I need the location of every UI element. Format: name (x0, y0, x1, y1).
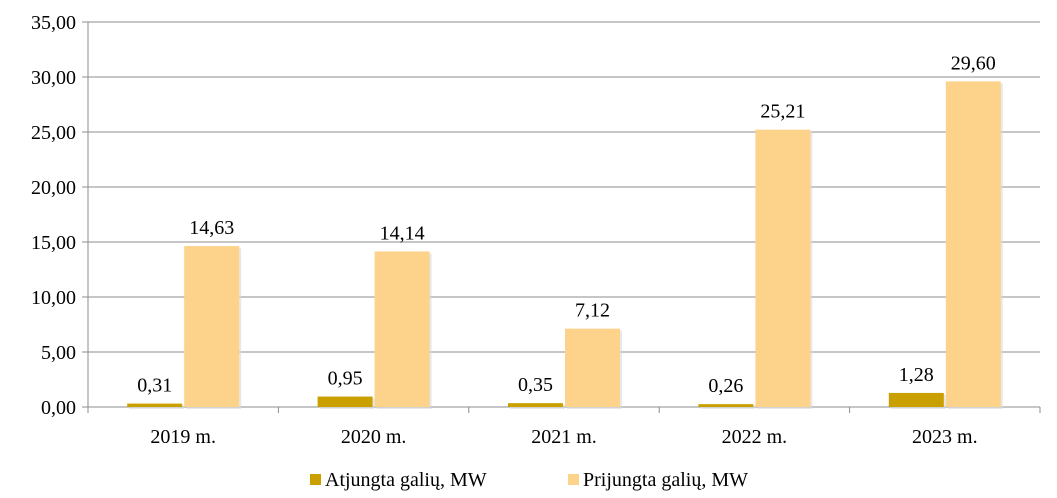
bar-shadow (700, 406, 756, 409)
bar-prijungta (184, 246, 240, 407)
x-tick-label: 2023 m. (912, 426, 978, 448)
bar-shadow (510, 405, 565, 409)
bar-atjungta (698, 404, 754, 407)
legend: Atjungta galių, MW Prijungta galių, MW (310, 469, 748, 491)
bar-atjungta (508, 403, 563, 407)
x-tick-label: 2021 m. (531, 426, 597, 448)
data-label: 0,31 (137, 375, 172, 397)
axes: 0,00 5,00 10,00 15,00 20,00 25,00 30,00 35,00 20… (31, 12, 1041, 448)
legend-label-atjungta: Atjungta galių, MW (325, 469, 487, 491)
legend-swatch-prijungta (568, 474, 579, 485)
data-label: 0,95 (328, 368, 363, 390)
y-tick-label: 20,00 (31, 177, 76, 199)
bar-prijungta (565, 328, 620, 407)
bar-prijungta (755, 129, 811, 407)
bar-atjungta (127, 403, 183, 407)
data-label: 0,26 (708, 375, 743, 397)
y-tick-label: 0,00 (41, 397, 76, 419)
y-tick-label: 10,00 (31, 287, 76, 309)
data-label: 14,14 (380, 222, 425, 244)
bar-prijungta (374, 251, 430, 407)
data-label: 1,28 (899, 364, 934, 386)
legend-label-prijungta: Prijungta galių, MW (583, 469, 748, 491)
data-label: 0,35 (518, 374, 553, 396)
bar-prijungta (945, 81, 1001, 408)
x-tick-label: 2022 m. (722, 426, 788, 448)
bar-shadow (129, 405, 185, 409)
y-tick-label: 15,00 (31, 232, 76, 254)
data-labels: 0,31 14,63 0,95 14,14 0,35 7,12 0,26 25,21 1,28 2… (137, 52, 996, 397)
y-tick-label: 25,00 (31, 122, 76, 144)
x-tick-label: 2020 m. (341, 426, 407, 448)
bars (127, 81, 1003, 410)
data-label: 14,63 (189, 217, 234, 239)
y-tick-label: 35,00 (31, 12, 76, 34)
x-tick-label: 2019 m. (150, 426, 216, 448)
bar-atjungta (317, 396, 373, 407)
y-tick-label: 5,00 (41, 342, 76, 364)
grid-lines (88, 21, 1040, 353)
data-label: 25,21 (760, 101, 805, 123)
data-label: 7,12 (575, 300, 610, 322)
data-label: 29,60 (951, 52, 996, 74)
bar-atjungta (888, 392, 944, 407)
y-tick-label: 30,00 (31, 67, 76, 89)
legend-swatch-atjungta (310, 474, 321, 485)
